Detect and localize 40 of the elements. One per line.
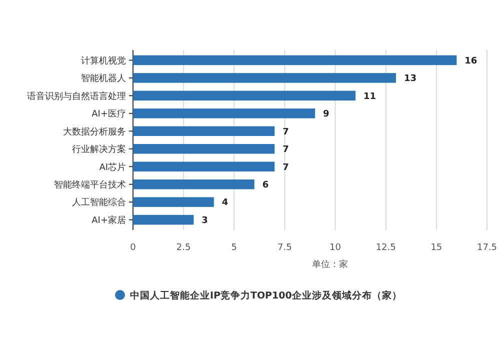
y-tick-label: 智能机器人: [81, 73, 126, 84]
bar: [133, 197, 214, 207]
y-tick-label: 人工智能综合: [72, 197, 126, 208]
data-label: 6: [262, 180, 269, 190]
x-tick-label: 0: [130, 243, 136, 253]
x-tick-label: 2.5: [176, 243, 191, 253]
legend-label: 中国人工智能企业IP竞争力TOP100企业涉及领域分布（家）: [130, 289, 402, 302]
y-tick-label: 计算机视觉: [81, 55, 126, 66]
data-label: 4: [222, 198, 228, 208]
y-tick-label: 语音识别与自然语言处理: [27, 90, 126, 102]
bar: [133, 73, 396, 83]
x-tick-label: 12.5: [376, 243, 396, 253]
data-label: 3: [202, 216, 208, 226]
bar: [133, 179, 254, 190]
bar: [133, 90, 356, 101]
y-tick-label: AI芯片: [99, 162, 126, 173]
data-label: 7: [282, 127, 289, 138]
data-label: 7: [282, 145, 289, 156]
x-tick-label: 10: [330, 243, 342, 253]
data-label: 16: [464, 56, 478, 66]
y-tick-label: 大数据分析服务: [63, 126, 126, 138]
data-label: 9: [323, 110, 330, 120]
bar: [133, 144, 275, 154]
data-label: 13: [404, 74, 417, 84]
y-tick-label: 智能终端平台技术: [54, 179, 126, 190]
bar: [133, 214, 194, 225]
x-tick-label: 15: [430, 243, 442, 253]
x-tick-label: 17.5: [476, 243, 498, 253]
x-tick-label: 5: [231, 243, 238, 253]
y-tick-label: AI+医疗: [92, 108, 126, 120]
x-axis-title: 单位：家: [312, 259, 348, 270]
data-label: 11: [364, 92, 376, 102]
x-tick-label: 7.5: [278, 243, 292, 253]
bar: [133, 126, 275, 136]
bar: [133, 162, 275, 172]
y-tick-label: AI+家居: [92, 214, 126, 226]
data-label: 7: [282, 162, 289, 173]
y-tick-label: 行业解决方案: [72, 144, 126, 156]
bar: [133, 55, 457, 66]
bar: [133, 108, 316, 118]
